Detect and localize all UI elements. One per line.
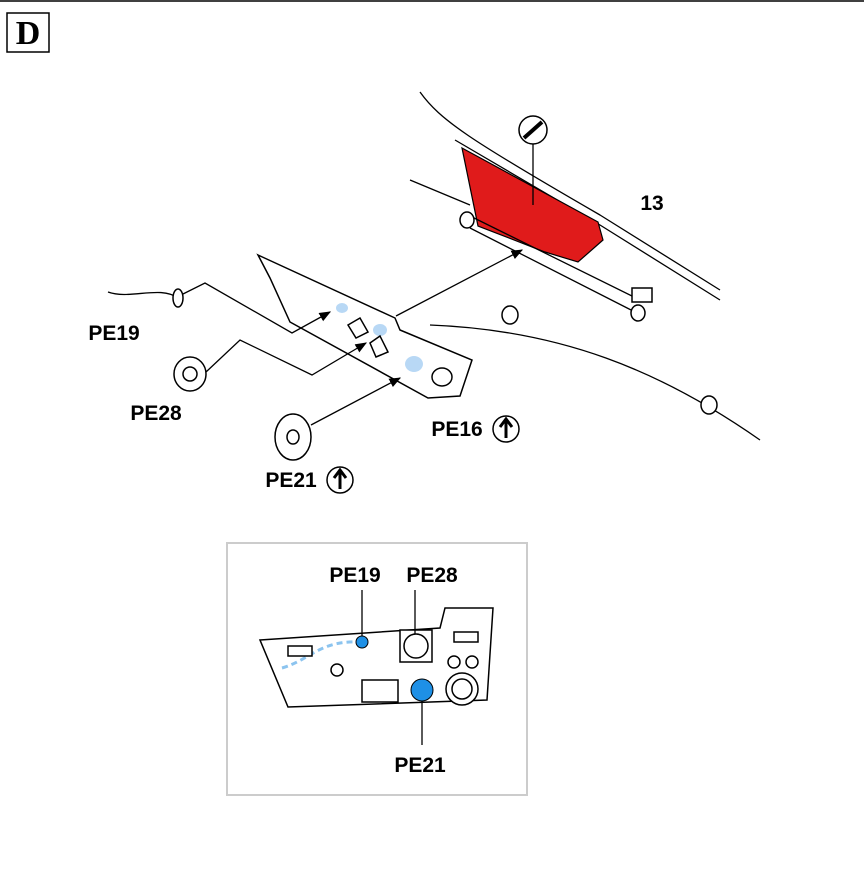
inset-label: PE21 xyxy=(394,754,446,777)
panel xyxy=(258,255,472,398)
callout-label: PE21 xyxy=(265,469,317,492)
section-label: D xyxy=(16,15,41,52)
callout-label: PE16 xyxy=(431,418,482,441)
inset-label: PE28 xyxy=(406,564,458,587)
rotate-icon xyxy=(327,416,519,493)
callout-label: PE19 xyxy=(88,322,139,345)
part-number: 13 xyxy=(640,192,663,215)
callout-label: PE28 xyxy=(130,402,182,425)
inset-label: PE19 xyxy=(329,564,380,587)
diagram: D 13 PE19 PE28 PE xyxy=(0,0,864,872)
